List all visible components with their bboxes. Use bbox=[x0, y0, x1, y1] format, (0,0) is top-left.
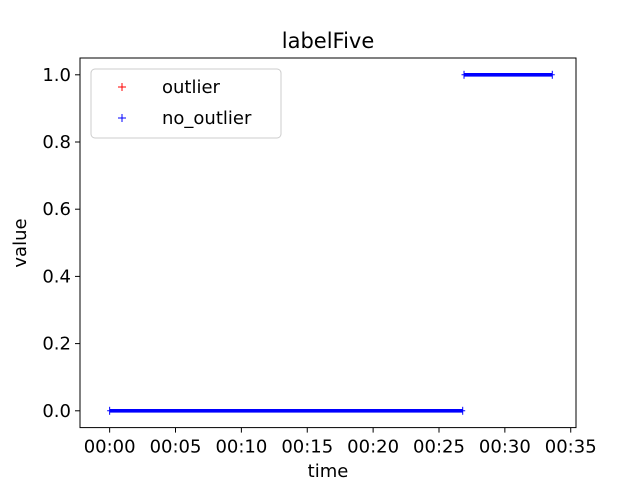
legend-label: outlier bbox=[162, 77, 221, 98]
y-axis-label: value bbox=[10, 218, 31, 267]
chart-title: labelFive bbox=[282, 29, 375, 53]
y-axis-ticks: 0.0 0.2 0.4 0.6 0.8 1.0 bbox=[42, 65, 80, 422]
plot-frame bbox=[79, 57, 577, 429]
legend-item-no_outlier: no_outlier bbox=[118, 108, 252, 129]
legend: outlier no_outlier bbox=[90, 68, 282, 139]
x-tick-label: 00:05 bbox=[150, 437, 202, 458]
x-tick-label: 00:20 bbox=[347, 437, 399, 458]
data-point-band bbox=[461, 70, 555, 79]
data-point-band bbox=[107, 406, 466, 415]
legend-marker bbox=[118, 83, 126, 91]
x-tick-label: 00:30 bbox=[479, 437, 531, 458]
x-tick-label: 00:25 bbox=[413, 437, 465, 458]
y-tick-label: 0.2 bbox=[42, 334, 71, 355]
legend-items: outlier no_outlier bbox=[118, 77, 252, 129]
legend-marker bbox=[118, 114, 126, 122]
y-tick-label: 0.8 bbox=[42, 132, 71, 153]
x-tick-label: 00:35 bbox=[545, 437, 597, 458]
plot-data-layer bbox=[107, 70, 555, 415]
series-no_outlier bbox=[107, 70, 555, 415]
x-axis-ticks: 00:00 00:05 00:10 00:15 00:20 00:25 00:30 00:35 bbox=[84, 427, 597, 458]
y-tick-label: 0.4 bbox=[42, 266, 71, 287]
x-tick-label: 00:10 bbox=[215, 437, 267, 458]
x-tick-label: 00:15 bbox=[281, 437, 333, 458]
x-tick-label: 00:00 bbox=[84, 437, 136, 458]
legend-label: no_outlier bbox=[162, 108, 252, 129]
y-tick-label: 1.0 bbox=[42, 65, 71, 86]
legend-box bbox=[90, 68, 282, 139]
legend-item-outlier: outlier bbox=[118, 77, 221, 98]
y-tick-label: 0.6 bbox=[42, 199, 71, 220]
y-tick-label: 0.0 bbox=[42, 401, 71, 422]
x-axis-label: time bbox=[308, 461, 349, 480]
